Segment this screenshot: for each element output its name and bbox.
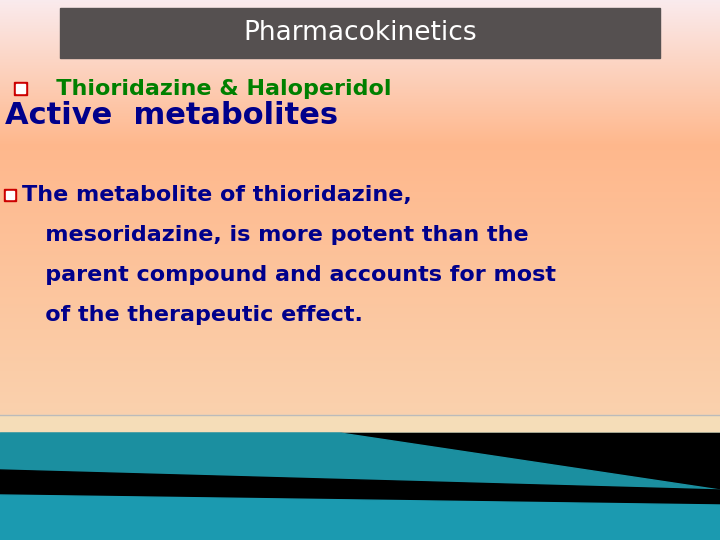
Polygon shape xyxy=(0,470,720,510)
Text: parent compound and accounts for most: parent compound and accounts for most xyxy=(22,265,556,285)
Text: The metabolite of thioridazine,: The metabolite of thioridazine, xyxy=(22,185,412,205)
Bar xyxy=(14,82,27,95)
Bar xyxy=(0,433,720,540)
Polygon shape xyxy=(0,433,720,540)
Polygon shape xyxy=(0,495,720,540)
Bar xyxy=(6,191,14,199)
Text: Pharmacokinetics: Pharmacokinetics xyxy=(243,20,477,46)
Bar xyxy=(4,189,16,201)
Text: Active  metabolites: Active metabolites xyxy=(5,100,338,130)
Bar xyxy=(60,8,660,58)
Bar xyxy=(16,84,25,93)
Text: mesoridazine, is more potent than the: mesoridazine, is more potent than the xyxy=(22,225,528,245)
Text: of the therapeutic effect.: of the therapeutic effect. xyxy=(22,305,363,325)
Polygon shape xyxy=(340,433,720,490)
Bar xyxy=(0,415,720,435)
Text: Thioridazine & Haloperidol: Thioridazine & Haloperidol xyxy=(33,79,392,99)
